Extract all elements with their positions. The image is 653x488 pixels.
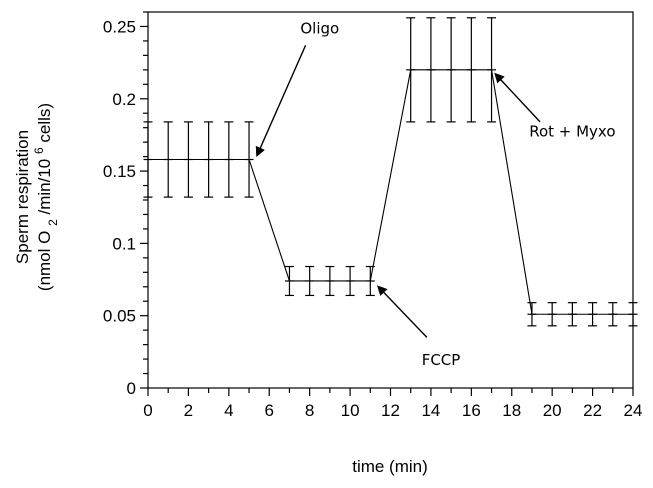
x-tick-label: 18 [502,401,521,420]
annotation-label: FCCP [422,351,461,369]
annotation-arrow [255,44,307,157]
x-tick-label: 8 [305,401,314,420]
y-tick-label: 0.2 [112,90,136,109]
x-tick-label: 12 [381,401,400,420]
x-tick-label: 0 [143,401,152,420]
y-tick-label: 0.1 [112,234,136,253]
annotation-arrow [494,72,541,123]
x-tick-label: 4 [224,401,233,420]
y-axis-label-line-1: Sperm respiration [13,130,32,264]
x-axis-ticks: 0 2 4 6 8 10 12 14 16 18 20 22 24 [143,388,642,420]
x-tick-label: 16 [462,401,481,420]
series-line [148,69,633,315]
annotation-label: Oligo [300,20,339,38]
annotation-layer: Oligo FCCP Rot + Myxo [255,20,616,369]
x-tick-label: 20 [543,401,562,420]
y-axis-label-line-2-suffix: cells) [35,103,54,143]
x-tick-label: 22 [583,401,602,420]
y-tick-label: 0.15 [103,162,136,181]
y-axis-label-line-2: (nmol O 2 /min/10 6 cells) [32,103,60,291]
x-tick-label: 2 [184,401,193,420]
annotation-arrow [376,285,428,338]
y-tick-label: 0 [127,379,136,398]
x-tick-label: 6 [265,401,274,420]
y-axis-label-line-2-subscript: 2 [46,219,60,226]
y-axis-label-line-2-middle: /min/10 [35,159,54,215]
y-axis-ticks: 0 0.05 0.1 0.15 0.2 0.25 [103,11,148,398]
series-layer [143,17,638,327]
x-tick-label: 14 [421,401,440,420]
y-axis-label-line-2-superscript: 6 [32,147,46,154]
y-axis-label-line-2-prefix: (nmol O [35,231,54,291]
y-tick-label: 0.05 [103,307,136,326]
y-tick-label: 0.25 [103,17,136,36]
x-axis-label: time (min) [352,457,428,476]
x-tick-label: 24 [624,401,643,420]
x-tick-label: 10 [341,401,360,420]
plot-frame [147,11,634,389]
annotation-label: Rot + Myxo [529,122,615,140]
